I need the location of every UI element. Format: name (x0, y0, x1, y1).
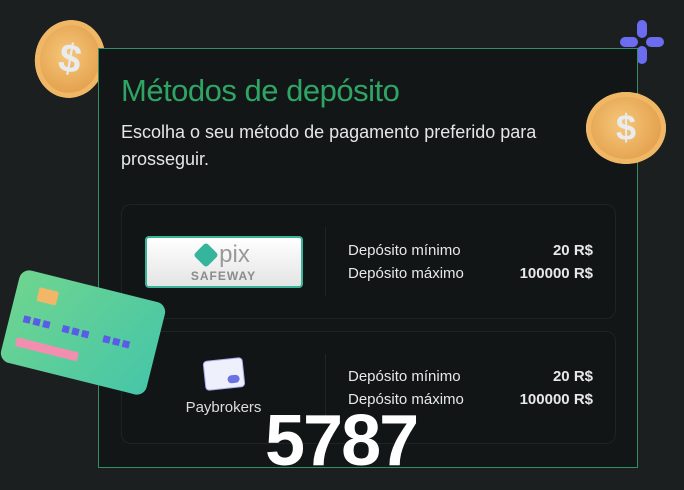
page-subtitle: Escolha o seu método de pagamento prefer… (121, 122, 537, 169)
min-deposit-row: Depósito mínimo 20 R$ (348, 241, 593, 259)
payment-method-paybrokers[interactable]: Paybrokers Depósito mínimo 20 R$ Depósito… (121, 331, 616, 444)
divider (325, 354, 326, 421)
pix-safeway-logo: pix SAFEWAY (144, 235, 303, 288)
divider (325, 227, 326, 296)
payment-method-pix[interactable]: pix SAFEWAY Depósito mínimo 20 R$ Depósit… (121, 204, 616, 319)
method-name: Paybrokers (185, 399, 262, 416)
watermark-number: 5787 (265, 401, 419, 481)
max-deposit-row: Depósito máximo 100000 R$ (348, 264, 593, 282)
dollar-coin-icon: $ (586, 92, 666, 164)
deposit-methods-panel: Métodos de depósito Escolha o seu método… (98, 48, 638, 468)
page-title: Métodos de depósito (121, 73, 400, 108)
min-deposit-row: Depósito mínimo 20 R$ (348, 367, 593, 385)
pix-icon (193, 241, 219, 268)
sparkle-icon (620, 20, 664, 64)
max-deposit-row: Depósito máximo 100000 R$ (348, 390, 593, 408)
credit-card-icon (202, 356, 245, 392)
